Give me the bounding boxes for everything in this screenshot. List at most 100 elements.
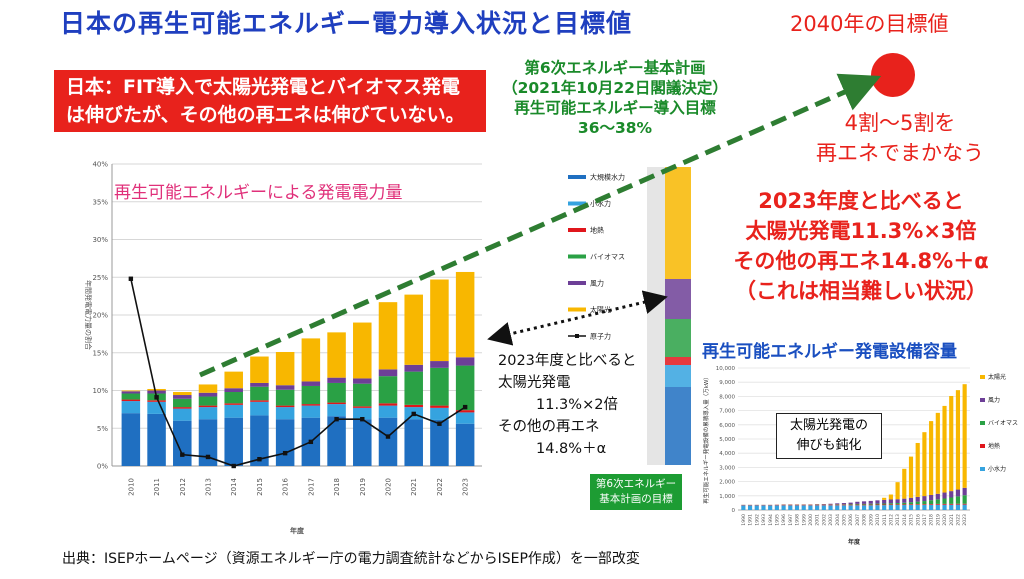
y-tick-label: 1,000	[719, 494, 735, 500]
bar-segment-hydro	[275, 419, 295, 466]
cap-bar-segment-small_hydro	[915, 504, 920, 510]
cap-bar-segment-wind	[868, 500, 873, 504]
bar-segment-wind	[224, 388, 243, 393]
nuclear-point	[334, 416, 339, 422]
bar-segment-solar	[147, 388, 166, 391]
bar-segment-geothermal	[378, 403, 398, 406]
bar-segment-wind	[198, 392, 218, 397]
cap-bar-segment-geothermal	[774, 504, 779, 506]
bar-segment-small_hydro	[275, 407, 295, 420]
cap-bar-segment-small_hydro	[794, 505, 800, 510]
bar-segment-solar	[353, 322, 372, 379]
x-tick-label: 2011	[882, 514, 888, 526]
x-tick-label: 2015	[909, 514, 915, 526]
bar-segment-solar	[275, 351, 295, 386]
x-tick-label: 2018	[333, 478, 341, 496]
bar-segment-solar	[430, 279, 449, 362]
nuclear-point	[180, 452, 185, 457]
x-tick-label: 2014	[230, 477, 238, 495]
cap-bar-segment-wind	[861, 501, 867, 504]
x-tick-label: 2023	[462, 478, 470, 496]
cap-bar-segment-solar	[908, 456, 914, 498]
compare-small-line-1: 2023年度と比べると	[498, 353, 637, 369]
bar-segment-wind	[275, 385, 295, 390]
plan-line-2: （2021年10月22日閣議決定）	[502, 79, 728, 97]
x-tick-label: 2004	[835, 514, 841, 526]
cap-legend-swatch-wind	[980, 398, 985, 402]
bar-segment-wind	[430, 361, 449, 368]
nuclear-point	[231, 463, 236, 469]
cap-bar-segment-solar	[882, 497, 887, 500]
cap-bar-segment-solar	[895, 482, 900, 500]
bar-segment-small_hydro	[301, 405, 321, 418]
cap-bar-segment-biomass	[908, 502, 914, 505]
x-tick-label: 2005	[842, 514, 848, 526]
x-tick-label: 1993	[761, 514, 767, 526]
bar-segment-solar	[301, 338, 321, 382]
renewable-share-note: 4割～5割を 再エネでまかなう	[800, 108, 1000, 168]
y-tick-label: 5%	[97, 425, 108, 433]
legend-label-wind: 風力	[590, 279, 604, 288]
cap-bar-segment-small_hydro	[808, 505, 813, 510]
cap-bar-segment-small_hydro	[908, 504, 914, 510]
cap-bar-segment-biomass	[935, 499, 940, 504]
bar-segment-solar	[327, 332, 346, 378]
x-tick-label: 2021	[949, 514, 955, 526]
bar-segment-wind	[121, 391, 141, 394]
bar-segment-geothermal	[224, 403, 243, 405]
cap-bar-segment-wind	[882, 499, 887, 504]
legend-marker-nuclear	[575, 334, 579, 338]
bar-segment-solar	[404, 294, 423, 365]
y-tick-label: 9,000	[719, 380, 735, 386]
plan-target-line-2: 基本計画の目標	[599, 493, 673, 505]
cap-bar-segment-small_hydro	[788, 505, 793, 510]
cap-bar-segment-wind	[855, 501, 860, 504]
bar-segment-solar	[250, 356, 269, 383]
bar-segment-geothermal	[430, 405, 449, 408]
bar-segment-hydro	[121, 413, 141, 466]
cap-bar-segment-biomass	[855, 503, 860, 505]
comparison-note-3x: 2023年度と比べると 太陽光発電11.3%×3倍 その他の再エネ14.8%＋α…	[705, 186, 1017, 306]
cap-bar-segment-biomass	[868, 503, 873, 505]
bar-segment-hydro	[378, 417, 398, 466]
cap-bar-segment-geothermal	[955, 503, 961, 505]
legend-label-small_hydro: 小水力	[590, 199, 611, 208]
cap-bar-segment-wind	[908, 497, 914, 503]
bar-segment-hydro	[198, 419, 218, 466]
bar-segment-biomass	[378, 376, 398, 404]
cap-bar-segment-solar	[949, 395, 954, 492]
x-tick-label: 2012	[888, 514, 894, 526]
x-tick-label: 2021	[410, 478, 418, 496]
bar-segment-biomass	[173, 398, 192, 408]
bar-segment-wind	[250, 382, 269, 387]
nuclear-point	[411, 411, 416, 417]
y-tick-label: 8,000	[719, 394, 735, 400]
bar-segment-biomass	[121, 393, 141, 400]
nuclear-point	[360, 416, 365, 422]
x-tick-label: 2008	[862, 514, 868, 526]
cap-bar-segment-small_hydro	[929, 504, 934, 510]
bar-segment-geothermal	[198, 405, 218, 408]
cap-bar-segment-solar	[935, 412, 940, 494]
y-tick-label: 0%	[97, 463, 108, 471]
cap-bar-segment-geothermal	[861, 504, 867, 506]
cap-bar-segment-geothermal	[794, 504, 800, 506]
share-line-1: 4割～5割を	[844, 111, 956, 135]
bar-segment-wind	[378, 369, 398, 377]
y-tick-label: 10,000	[716, 366, 736, 372]
cap-bar-segment-geothermal	[949, 503, 954, 505]
cap-bar-segment-wind	[955, 489, 961, 497]
solar-note-line-2: 伸びも鈍化	[796, 438, 862, 453]
compare-big-line-3: その他の再エネ14.8%＋α	[733, 249, 989, 273]
cap-bar-segment-small_hydro	[815, 505, 820, 510]
cap-bar-segment-geothermal	[875, 504, 880, 506]
cap-bar-segment-small_hydro	[835, 505, 840, 510]
bar-segment-wind	[404, 364, 423, 372]
generation-share-chart: 0% 5% 10% 15% 20% 25% 30% 35% 40% 年間発電電力量の割合 2010 2…	[84, 161, 482, 535]
y-tick-label: 4,000	[719, 451, 735, 457]
bar-segment-biomass	[404, 371, 423, 405]
bar-segment-wind	[147, 390, 166, 394]
compare-big-line-2: 太陽光発電11.3%×3倍	[745, 219, 977, 243]
bar-segment-small_hydro	[224, 404, 243, 418]
compare-big-line-4: （これは相当難しい状況）	[735, 279, 987, 303]
